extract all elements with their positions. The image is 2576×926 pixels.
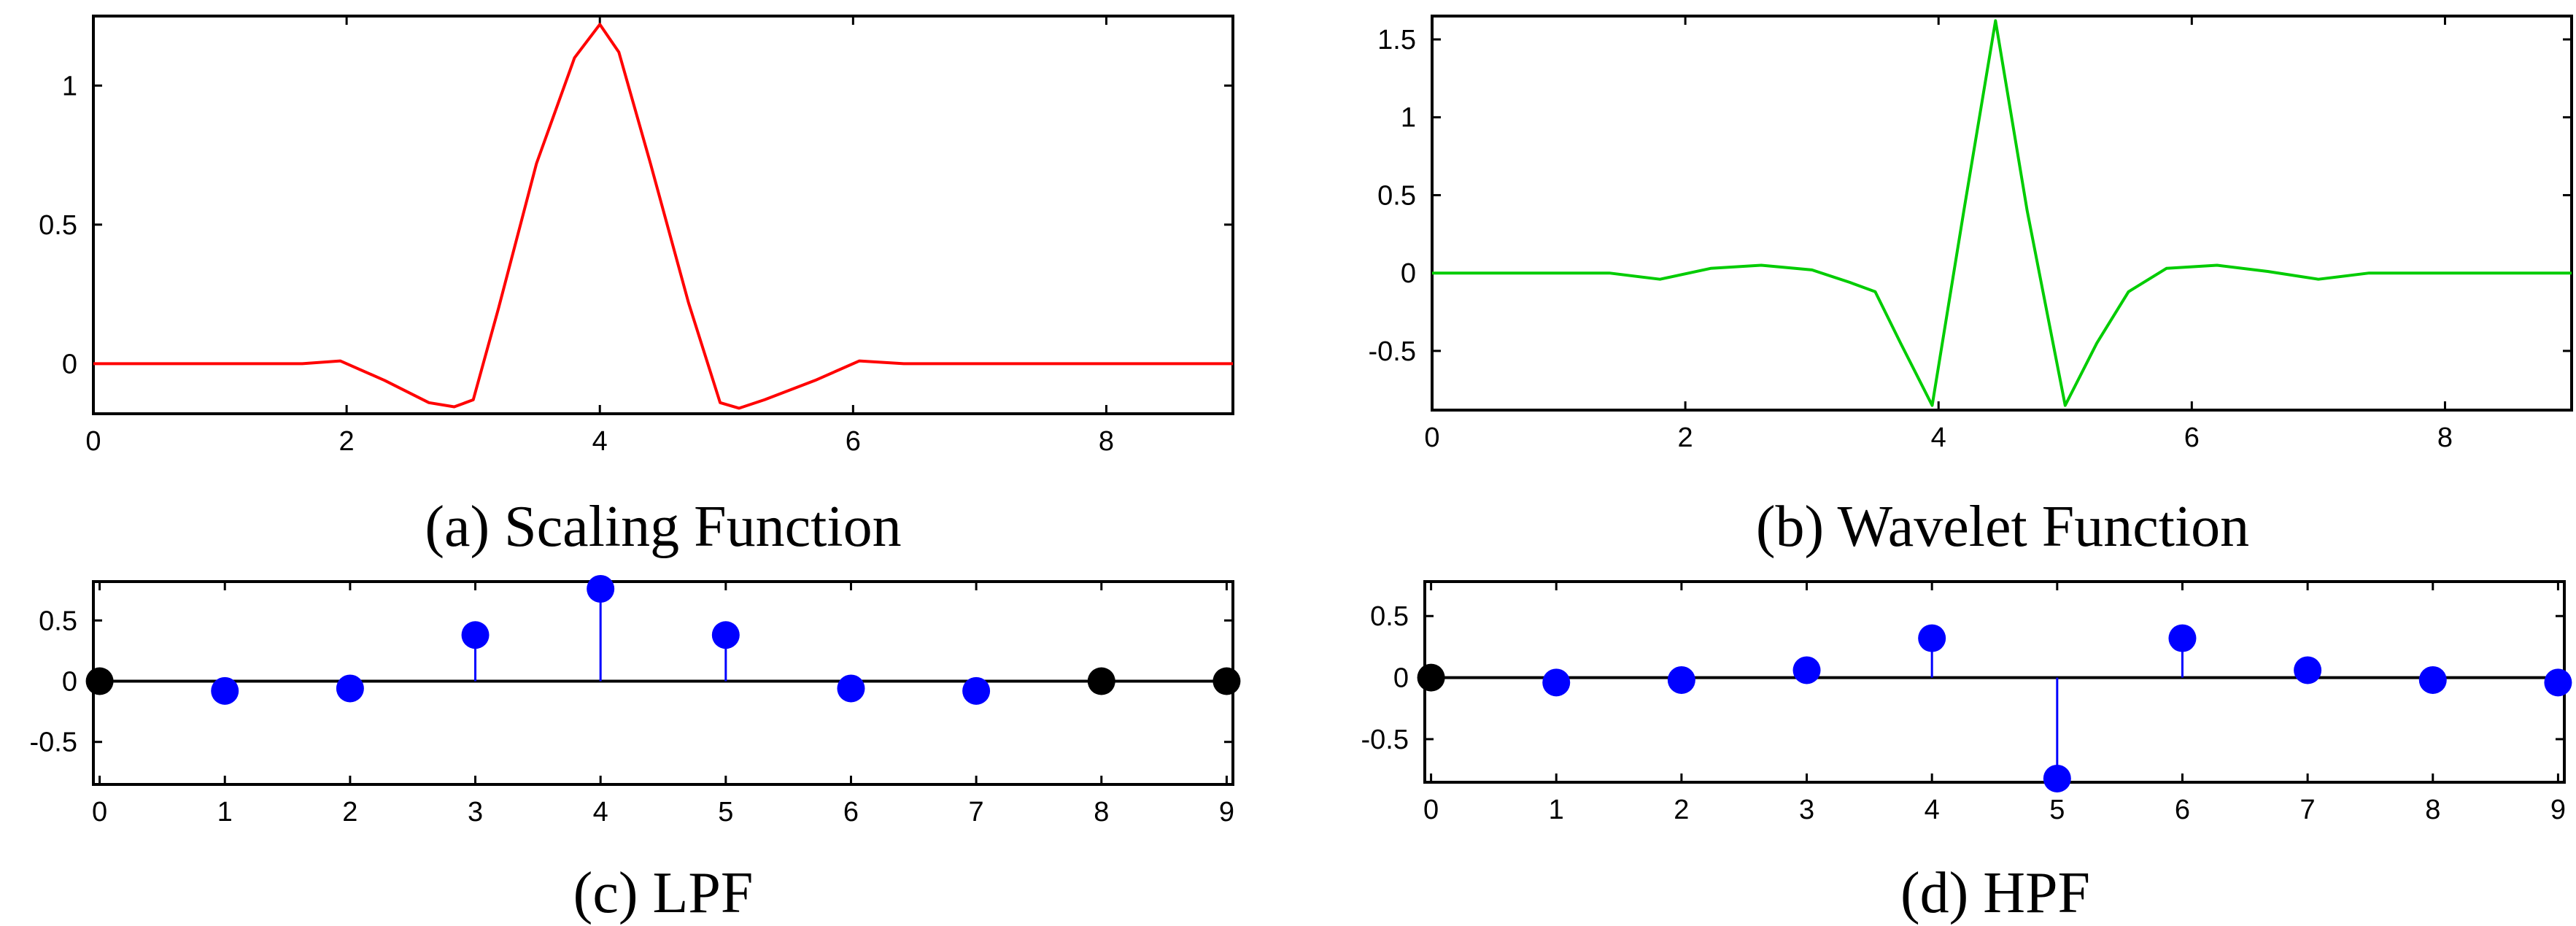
stem-marker	[1792, 656, 1821, 684]
stem-marker	[1212, 667, 1241, 695]
y-tick-label: 0.5	[39, 606, 77, 636]
y-tick-label: 1	[1401, 103, 1416, 134]
y-tick-label: 0.5	[1370, 601, 1409, 632]
caption-b: (b) Wavelet Function	[1756, 495, 2249, 559]
y-tick-label: 1	[62, 71, 77, 101]
x-tick-label: 9	[1219, 797, 1234, 827]
plot-area-d: 0 1 2 3 4 5 6 7 8 9 -0.5 0 0.5	[1361, 582, 2572, 825]
x-tick-label: 5	[718, 797, 733, 827]
x-tick-label: 6	[843, 797, 859, 827]
y-tick-label: -0.5	[1369, 336, 1416, 367]
y-tick-label: -0.5	[1361, 725, 1409, 755]
x-tick-label: 0	[92, 797, 107, 827]
stem-marker	[1918, 624, 1946, 652]
stem-marker	[336, 674, 364, 703]
y-tick-label: 1.5	[1377, 25, 1416, 55]
x-tick-label: 6	[846, 426, 861, 457]
x-tick-label: 8	[2425, 795, 2440, 825]
x-tick-label: 0	[1423, 795, 1439, 825]
x-tick-label: 2	[1674, 795, 1689, 825]
y-tick-label: 0	[62, 667, 77, 698]
x-tick-label: 8	[2437, 423, 2453, 453]
x-tick-label: 9	[2550, 795, 2566, 825]
stem-marker	[2043, 764, 2071, 792]
panel-b: 0 2 4 6 8 -0.5 0 0.5 1 1.5 (b) Wavelet Function	[1369, 15, 2573, 559]
x-tick-label: 1	[217, 797, 233, 827]
caption-d: (d) HPF	[1900, 861, 2090, 925]
stem-marker	[2294, 656, 2322, 684]
y-tick-label: 0	[62, 349, 77, 379]
x-tick-label: 4	[1931, 423, 1946, 453]
caption-a: (a) Scaling Function	[425, 495, 901, 559]
x-tick-label: 7	[969, 797, 984, 827]
stem-marker	[211, 676, 239, 705]
plot-area-a: 0 2 4 6 8 0 0.5 1	[39, 16, 1233, 457]
x-tick-label: 0	[85, 426, 101, 457]
y-tick-label: 0	[1393, 663, 1409, 694]
x-tick-label: 3	[468, 797, 483, 827]
stem-marker	[461, 621, 490, 649]
stem-marker	[2168, 624, 2197, 652]
stem-marker	[85, 667, 114, 695]
caption-c: (c) LPF	[573, 861, 754, 925]
y-tick-label: -0.5	[30, 728, 77, 758]
x-tick-label: 4	[1925, 795, 1940, 825]
x-tick-label: 7	[2300, 795, 2316, 825]
plot-frame-c	[92, 580, 1234, 786]
x-tick-label: 6	[2184, 423, 2200, 453]
plot-area-b: 0 2 4 6 8 -0.5 0 0.5 1 1.5	[1369, 16, 2572, 453]
panel-d: 0 1 2 3 4 5 6 7 8 9 -0.5 0 0.5 (d) HPF	[1361, 580, 2572, 925]
x-tick-label: 0	[1424, 423, 1439, 453]
panel-a: 0 2 4 6 8 0 0.5 1 (a) Scaling Function	[39, 15, 1234, 559]
x-tick-label: 4	[592, 426, 608, 457]
x-tick-label: 2	[339, 426, 355, 457]
series-line-a	[93, 23, 1233, 410]
series-line-b	[1432, 19, 2572, 407]
x-tick-label: 6	[2175, 795, 2190, 825]
stem-marker	[962, 676, 991, 705]
plot-frame-d	[1423, 580, 2566, 784]
x-tick-label: 8	[1099, 426, 1114, 457]
stem-marker	[2544, 668, 2572, 697]
x-tick-label: 8	[1094, 797, 1109, 827]
y-tick-label: 0	[1401, 258, 1416, 289]
y-tick-label: 0.5	[39, 210, 77, 241]
stem-marker	[837, 674, 865, 703]
stem-marker	[1667, 665, 1695, 694]
stem-marker	[587, 574, 615, 603]
y-tick-label: 0.5	[1377, 180, 1416, 211]
plot-area-c: 0 1 2 3 4 5 6 7 8 9 -0.5 0 0.5	[30, 574, 1241, 827]
panel-c: 0 1 2 3 4 5 6 7 8 9 -0.5 0 0.5 (c) LPF	[30, 574, 1241, 925]
x-tick-label: 1	[1549, 795, 1564, 825]
stem-marker	[1417, 663, 1445, 692]
x-tick-label: 2	[1678, 423, 1693, 453]
stem-marker	[1087, 667, 1115, 695]
stem-marker	[2418, 665, 2447, 694]
plot-frame-b	[1431, 15, 2573, 412]
x-tick-label: 2	[342, 797, 357, 827]
stem-marker	[711, 621, 740, 649]
x-tick-label: 4	[593, 797, 608, 827]
stem-marker	[1542, 668, 1571, 697]
x-tick-label: 3	[1799, 795, 1814, 825]
x-tick-label: 5	[2049, 795, 2065, 825]
